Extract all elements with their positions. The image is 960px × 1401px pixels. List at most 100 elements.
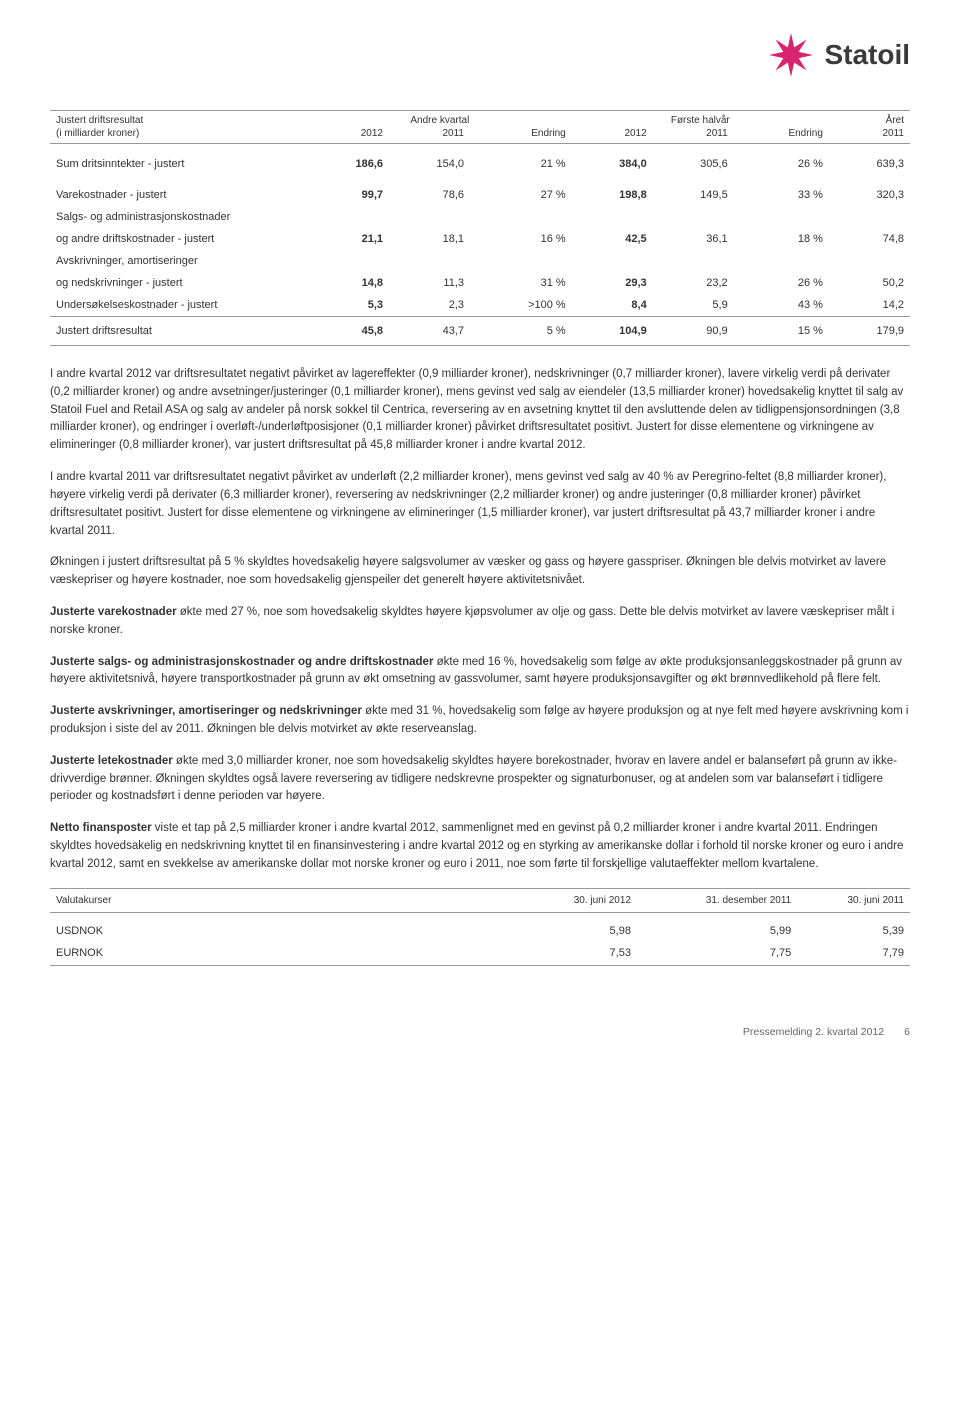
para-lead: Justerte varekostnader <box>50 606 177 618</box>
cell-value: 7,79 <box>797 942 910 966</box>
table-row: Varekostnader - justert 99,7 78,6 27 % 1… <box>50 175 910 206</box>
cell-value: 305,6 <box>653 144 734 176</box>
cell-value: 320,3 <box>829 175 910 206</box>
cell-value: 7,53 <box>523 942 637 966</box>
table-row-total: Justert driftsresultat 45,8 43,7 5 % 104… <box>50 317 910 346</box>
cell-value: 31 % <box>470 272 572 294</box>
cell-label: Varekostnader - justert <box>50 175 308 206</box>
cell-value: 99,7 <box>308 175 389 206</box>
cell-value: 14,8 <box>308 272 389 294</box>
cell-value: 33 % <box>734 175 829 206</box>
fx-th-d2: 31. desember 2011 <box>637 888 797 912</box>
paragraph: I andre kvartal 2012 var driftsresultate… <box>50 366 910 455</box>
cell-value: 5,99 <box>637 912 797 942</box>
table-row: Sum dritsinntekter - justert 186,6 154,0… <box>50 144 910 176</box>
cell-value: 90,9 <box>653 317 734 346</box>
cell-value: 18,1 <box>389 228 470 250</box>
logo-area: Statoil <box>50 30 910 80</box>
th-2011y: 2011 <box>829 126 910 144</box>
cell-value: 43,7 <box>389 317 470 346</box>
cell-value: 21 % <box>470 144 572 176</box>
th-unit: (i milliarder kroner) <box>50 126 308 144</box>
th-chga: Endring <box>470 126 572 144</box>
cell-value: 104,9 <box>572 317 653 346</box>
cell-value: 5,98 <box>523 912 637 942</box>
th-2011a: 2011 <box>389 126 470 144</box>
table-row: EURNOK 7,53 7,75 7,79 <box>50 942 910 966</box>
cell-value: 23,2 <box>653 272 734 294</box>
cell-label: EURNOK <box>50 942 523 966</box>
table-row: og andre driftskostnader - justert 21,1 … <box>50 228 910 250</box>
cell-value: 16 % <box>470 228 572 250</box>
cell-value: 179,9 <box>829 317 910 346</box>
para-lead: Netto finansposter <box>50 822 152 834</box>
cell-value: 384,0 <box>572 144 653 176</box>
cell-value: 5,3 <box>308 294 389 317</box>
para-lead: Justerte letekostnader <box>50 755 173 767</box>
cell-value: 15 % <box>734 317 829 346</box>
adjusted-operating-table: Justert driftsresultat Andre kvartal Før… <box>50 110 910 346</box>
cell-value: 74,8 <box>829 228 910 250</box>
cell-label: Undersøkelseskostnader - justert <box>50 294 308 317</box>
cell-label: Salgs- og administrasjonskostnader <box>50 206 910 228</box>
cell-value: 11,3 <box>389 272 470 294</box>
table-row: USDNOK 5,98 5,99 5,39 <box>50 912 910 942</box>
paragraph: I andre kvartal 2011 var driftsresultate… <box>50 469 910 540</box>
cell-label: Justert driftsresultat <box>50 317 308 346</box>
cell-value: 14,2 <box>829 294 910 317</box>
paragraph: Justerte letekostnader økte med 3,0 mill… <box>50 753 910 806</box>
paragraph: Økningen i justert driftsresultat på 5 %… <box>50 554 910 590</box>
cell-value: 36,1 <box>653 228 734 250</box>
cell-label: og andre driftskostnader - justert <box>50 228 308 250</box>
fx-th-label: Valutakurser <box>50 888 523 912</box>
th-title: Justert driftsresultat <box>50 111 308 127</box>
cell-value: 8,4 <box>572 294 653 317</box>
cell-label: USDNOK <box>50 912 523 942</box>
cell-value: >100 % <box>470 294 572 317</box>
table-row: Salgs- og administrasjonskostnader <box>50 206 910 228</box>
cell-value: 7,75 <box>637 942 797 966</box>
cell-value: 198,8 <box>572 175 653 206</box>
table-row: og nedskrivninger - justert 14,8 11,3 31… <box>50 272 910 294</box>
cell-value: 186,6 <box>308 144 389 176</box>
table-row: Undersøkelseskostnader - justert 5,3 2,3… <box>50 294 910 317</box>
cell-label: Sum dritsinntekter - justert <box>50 144 308 176</box>
para-body: viste et tap på 2,5 milliarder kroner i … <box>50 822 903 870</box>
cell-label: Avskrivninger, amortiseringer <box>50 250 910 272</box>
logo-text: Statoil <box>824 39 910 71</box>
th-year: Året <box>829 111 910 127</box>
cell-value: 18 % <box>734 228 829 250</box>
paragraph: Justerte avskrivninger, amortiseringer o… <box>50 703 910 739</box>
statoil-logo: Statoil <box>766 30 910 80</box>
statoil-star-icon <box>766 30 816 80</box>
th-q2: Andre kvartal <box>308 111 572 127</box>
para-lead: Justerte avskrivninger, amortiseringer o… <box>50 705 362 717</box>
th-2012a: 2012 <box>308 126 389 144</box>
para-body: økte med 3,0 milliarder kroner, noe som … <box>50 755 897 803</box>
cell-value: 149,5 <box>653 175 734 206</box>
paragraph: Justerte salgs- og administrasjonskostna… <box>50 654 910 690</box>
cell-value: 2,3 <box>389 294 470 317</box>
cell-value: 639,3 <box>829 144 910 176</box>
table-row: Avskrivninger, amortiseringer <box>50 250 910 272</box>
cell-value: 154,0 <box>389 144 470 176</box>
cell-value: 27 % <box>470 175 572 206</box>
paragraph: Justerte varekostnader økte med 27 %, no… <box>50 604 910 640</box>
body-text: I andre kvartal 2012 var driftsresultate… <box>50 366 910 874</box>
cell-value: 42,5 <box>572 228 653 250</box>
th-2011b: 2011 <box>653 126 734 144</box>
cell-value: 5,9 <box>653 294 734 317</box>
th-2012b: 2012 <box>572 126 653 144</box>
cell-value: 45,8 <box>308 317 389 346</box>
cell-value: 5,39 <box>797 912 910 942</box>
para-lead: Justerte salgs- og administrasjonskostna… <box>50 656 433 668</box>
cell-value: 21,1 <box>308 228 389 250</box>
cell-value: 5 % <box>470 317 572 346</box>
page-footer: Pressemelding 2. kvartal 2012 6 <box>50 1026 910 1038</box>
footer-title: Pressemelding 2. kvartal 2012 <box>743 1026 884 1038</box>
para-body: økte med 27 %, noe som hovedsakelig skyl… <box>50 606 894 636</box>
th-chgb: Endring <box>734 126 829 144</box>
cell-value: 78,6 <box>389 175 470 206</box>
cell-value: 50,2 <box>829 272 910 294</box>
cell-value: 26 % <box>734 272 829 294</box>
